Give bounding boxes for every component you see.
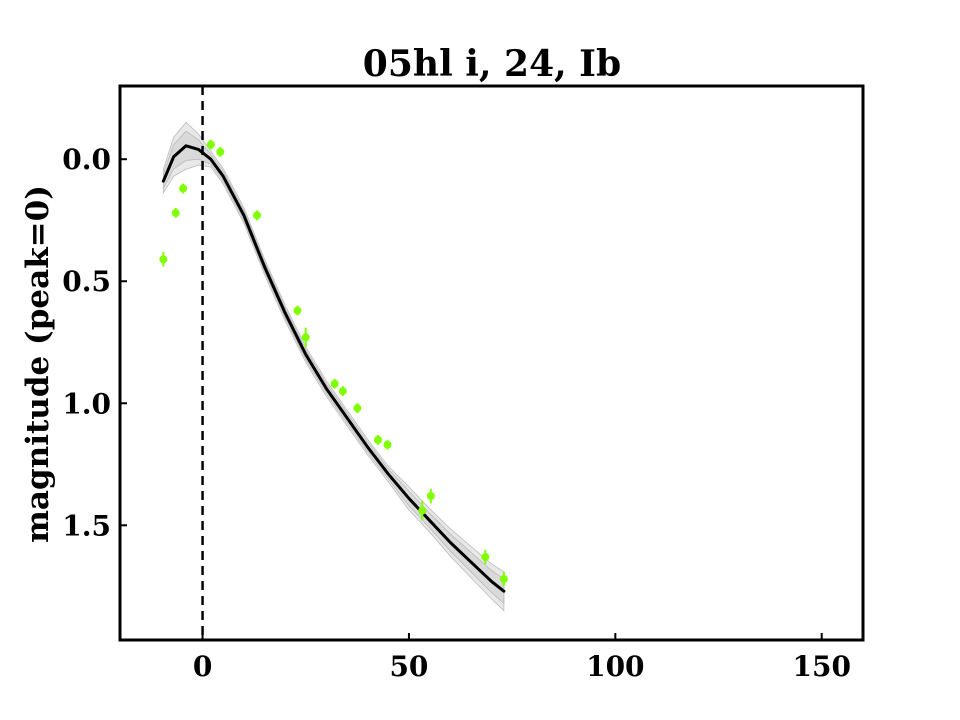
data-point [353, 403, 362, 414]
x-tick-label: 0 [193, 650, 212, 683]
y-tick-label: 0.0 [62, 143, 111, 176]
plot-area [159, 86, 508, 640]
data-point [179, 183, 188, 194]
data-point [383, 439, 392, 450]
y-axis-label: magnitude (peak=0) [20, 185, 56, 543]
data-point [253, 210, 262, 221]
data-point-marker [171, 208, 180, 217]
data-point [338, 386, 347, 396]
data-point [216, 147, 225, 157]
data-point-marker [499, 574, 508, 583]
fit-uncertainty-band [162, 130, 505, 605]
data-point-marker [206, 140, 215, 149]
data-point-marker [481, 553, 490, 562]
data-point-marker [293, 306, 302, 315]
chart-title: 05hl i, 24, Ib [363, 43, 621, 85]
data-point [159, 251, 168, 267]
data-point-marker [179, 184, 188, 193]
data-point-marker [338, 387, 347, 396]
data-point [418, 500, 427, 521]
axes: 0 50 100 150 0.0 0.5 1.0 1.5 [62, 84, 865, 683]
fit-curve [161, 144, 506, 593]
data-point [301, 327, 310, 348]
data-point-marker [353, 404, 362, 413]
data-point [499, 571, 508, 587]
x-tick-label: 50 [389, 650, 428, 683]
x-tick-label: 150 [792, 650, 850, 683]
data-point-marker [383, 440, 392, 449]
data-point-marker [216, 147, 225, 156]
data-point [373, 434, 382, 445]
data-point-marker [253, 211, 262, 220]
data-point [330, 378, 339, 389]
x-tick-label: 100 [586, 650, 644, 683]
data-point-marker [159, 255, 168, 264]
data-point-marker [301, 333, 310, 342]
y-tick-label: 1.5 [62, 509, 111, 542]
data-point-marker [426, 492, 435, 501]
data-point-marker [330, 379, 339, 388]
plot-frame [118, 84, 865, 642]
data-point [171, 208, 180, 218]
y-tick-label: 1.0 [62, 387, 111, 420]
data-point-marker [373, 435, 382, 444]
data-point [481, 549, 490, 565]
data-point-marker [418, 506, 427, 515]
data-point [426, 488, 435, 504]
data-point [206, 139, 215, 150]
data-point [293, 305, 302, 316]
y-tick-label: 0.5 [62, 265, 111, 298]
